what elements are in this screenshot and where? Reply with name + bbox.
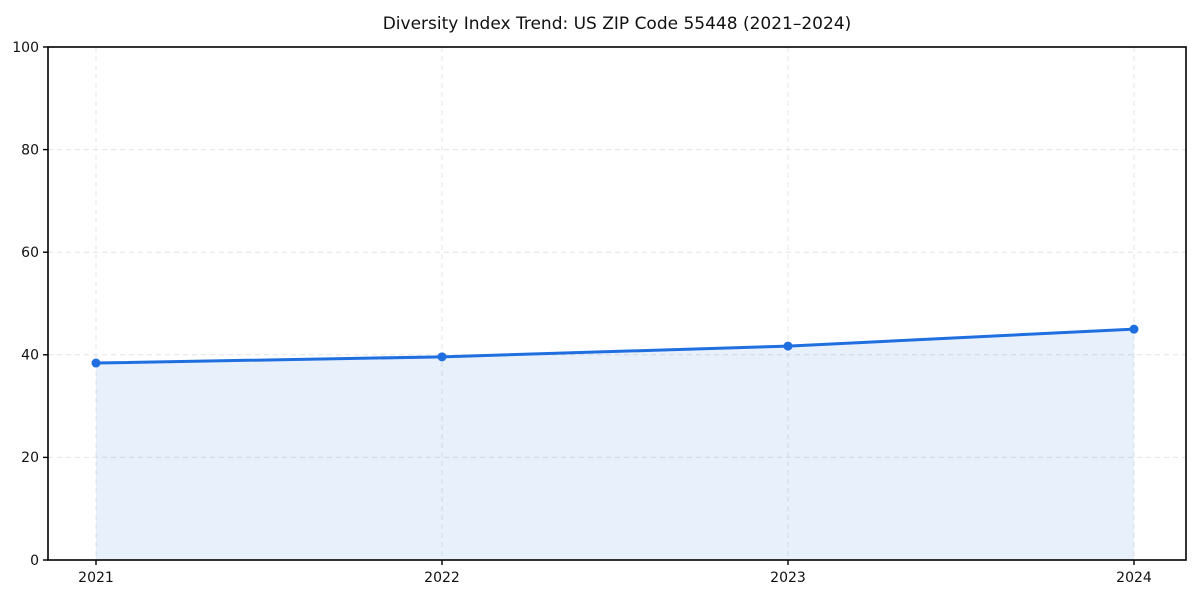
y-tick-label: 20 (21, 450, 39, 466)
data-point-2022 (437, 352, 447, 362)
x-tick-label: 2024 (1116, 570, 1152, 586)
x-tick-label: 2023 (770, 570, 806, 586)
area-fill (96, 329, 1134, 560)
data-point-2023 (783, 341, 793, 351)
y-tick-label: 100 (12, 40, 39, 56)
y-tick-label: 0 (30, 553, 39, 569)
y-tick-label: 80 (21, 142, 39, 158)
chart-title: Diversity Index Trend: US ZIP Code 55448… (382, 14, 852, 34)
data-point-2024 (1129, 324, 1139, 334)
axis-tick-labels: 0 20 40 60 80 100 2021 2022 2023 2024 (12, 40, 1152, 586)
y-tick-label: 60 (21, 245, 39, 261)
trend-line (94, 327, 1136, 365)
axis-ticks (43, 46, 1135, 565)
y-tick-label: 40 (21, 348, 39, 364)
data-points (91, 324, 1139, 368)
x-tick-label: 2022 (424, 570, 460, 586)
data-point-2021 (91, 358, 101, 368)
x-tick-label: 2021 (78, 570, 114, 586)
axes-frame (47, 46, 1187, 561)
